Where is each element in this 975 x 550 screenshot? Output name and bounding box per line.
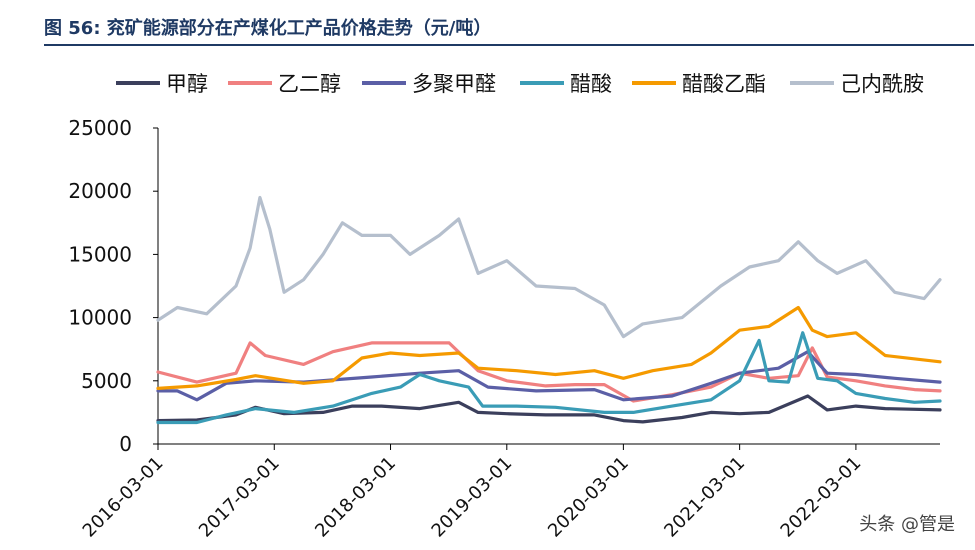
watermark: 头条 @管是	[859, 514, 955, 535]
series-line	[156, 394, 942, 424]
series-line	[156, 305, 942, 390]
x-tick-label: 2021-03-01	[660, 453, 749, 542]
x-tick-label: 2022-03-01	[777, 453, 866, 542]
y-tick-label: 0	[119, 432, 132, 456]
x-tick-label: 2018-03-01	[311, 453, 400, 542]
legend-label: 醋酸乙酯	[682, 72, 766, 96]
y-tick-label: 25000	[68, 116, 132, 140]
series-line	[156, 331, 942, 425]
series-line	[156, 350, 942, 402]
y-tick-label: 5000	[81, 369, 132, 393]
chart-title: 图 56: 兖矿能源部分在产煤化工产品价格走势（元/吨）	[44, 18, 492, 39]
x-tick-label: 2017-03-01	[195, 453, 284, 542]
legend-label: 醋酸	[570, 72, 612, 96]
title-bar: 图 56: 兖矿能源部分在产煤化工产品价格走势（元/吨）	[0, 0, 975, 46]
x-tick-label: 2019-03-01	[428, 453, 517, 542]
x-tick-label: 2016-03-01	[79, 453, 168, 542]
series-line	[156, 341, 942, 403]
x-tick-label: 2020-03-01	[544, 453, 633, 542]
legend-label: 多聚甲醛	[412, 72, 496, 96]
legend-label: 己内酰胺	[840, 72, 924, 96]
series-line	[156, 195, 942, 339]
y-tick-label: 20000	[68, 179, 132, 203]
y-tick-label: 10000	[68, 306, 132, 330]
legend-label: 甲醇	[166, 72, 208, 96]
legend-label: 乙二醇	[278, 72, 341, 96]
y-tick-label: 15000	[68, 242, 132, 266]
title-rule	[44, 44, 974, 46]
